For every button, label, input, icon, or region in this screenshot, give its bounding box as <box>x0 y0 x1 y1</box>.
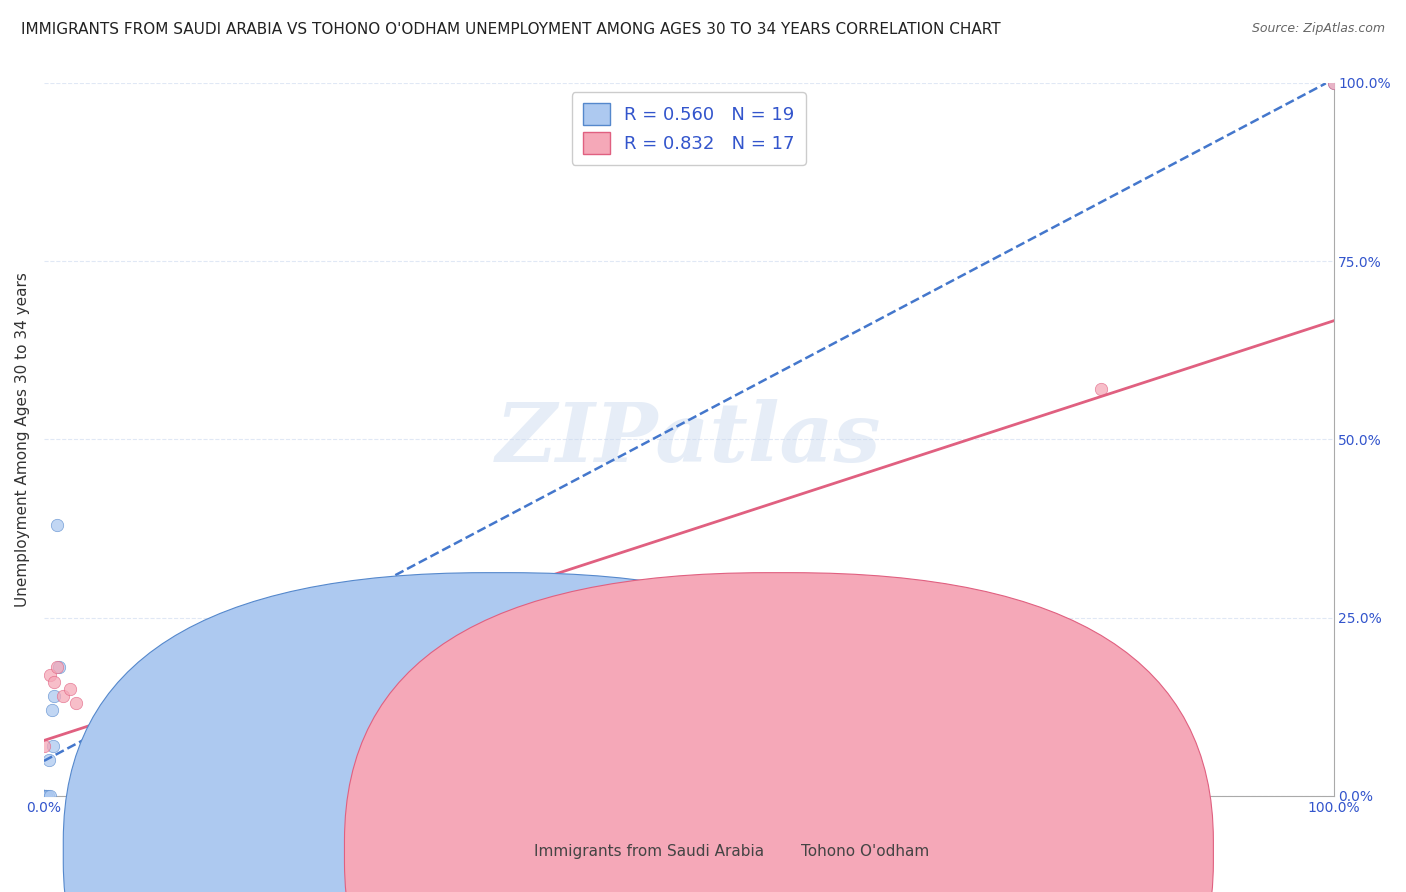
Text: Source: ZipAtlas.com: Source: ZipAtlas.com <box>1251 22 1385 36</box>
Point <box>1322 76 1344 90</box>
Point <box>48 660 70 674</box>
Point <box>32 789 55 803</box>
Point <box>38 753 60 767</box>
Point <box>1322 76 1344 90</box>
Point <box>1000 610 1022 624</box>
Point <box>37 789 59 803</box>
Text: Immigrants from Saudi Arabia: Immigrants from Saudi Arabia <box>534 845 765 859</box>
Point <box>45 517 67 532</box>
Point <box>39 789 62 803</box>
Point <box>44 689 66 703</box>
Legend: R = 0.560   N = 19, R = 0.832   N = 17: R = 0.560 N = 19, R = 0.832 N = 17 <box>572 92 806 165</box>
Point <box>35 789 58 803</box>
Point <box>1090 383 1112 397</box>
Point <box>117 746 139 760</box>
Point <box>59 681 82 696</box>
Point <box>45 660 67 674</box>
Point <box>316 739 339 753</box>
Point <box>200 724 222 739</box>
Point <box>32 789 55 803</box>
Point <box>41 703 63 717</box>
Y-axis label: Unemployment Among Ages 30 to 34 years: Unemployment Among Ages 30 to 34 years <box>15 272 30 607</box>
Point <box>32 739 55 753</box>
Text: ZIPatlas: ZIPatlas <box>496 400 882 479</box>
Point <box>39 667 62 681</box>
Point <box>42 739 65 753</box>
Point <box>32 789 55 803</box>
Point <box>32 789 55 803</box>
Point <box>32 789 55 803</box>
Point <box>35 789 58 803</box>
Text: Tohono O'odham: Tohono O'odham <box>801 845 929 859</box>
Point <box>32 789 55 803</box>
Point <box>44 674 66 689</box>
Point <box>678 660 700 674</box>
Point <box>291 674 314 689</box>
Point <box>32 789 55 803</box>
Point <box>52 689 75 703</box>
Point <box>65 696 87 710</box>
Point <box>32 789 55 803</box>
Text: IMMIGRANTS FROM SAUDI ARABIA VS TOHONO O'ODHAM UNEMPLOYMENT AMONG AGES 30 TO 34 : IMMIGRANTS FROM SAUDI ARABIA VS TOHONO O… <box>21 22 1001 37</box>
